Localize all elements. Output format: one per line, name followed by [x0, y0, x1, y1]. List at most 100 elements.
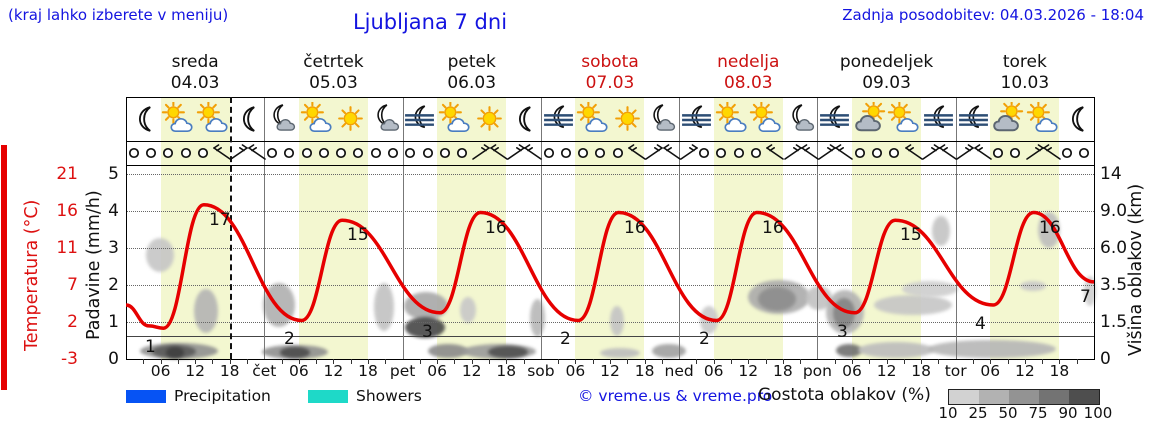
time-tick [212, 359, 214, 364]
time-tick [1024, 359, 1026, 364]
wind-calm-icon [1059, 144, 1079, 162]
cloud-density-blob [488, 346, 528, 358]
x-axis-hour-label: 18 [1049, 362, 1070, 380]
time-tick [627, 359, 629, 364]
daily-min-label: 2 [284, 329, 295, 349]
temperature-curve [126, 165, 1094, 359]
time-tick [903, 359, 905, 364]
day-header-name: sobota [581, 52, 639, 72]
cloud-density-blob [610, 306, 624, 336]
wind-barb-icon [506, 144, 526, 162]
day-separator [540, 97, 542, 359]
moon-graycloud-icon [645, 102, 678, 135]
density-scale-segment [949, 390, 979, 404]
cloud-density-blob [928, 340, 1056, 358]
cloud-height-tick-label: 9.0 [1100, 201, 1128, 221]
gridline-horizontal [126, 211, 1094, 212]
time-tick [852, 359, 853, 364]
precip-tick-label: 1 [108, 312, 119, 332]
time-tick [800, 359, 802, 364]
sun-icon [334, 102, 367, 135]
moon-icon [507, 102, 540, 135]
x-axis-hour-label: 12 [600, 362, 620, 380]
temperature-tick-label: 16 [56, 201, 78, 221]
wind-calm-icon [281, 144, 301, 162]
time-tick [765, 359, 767, 364]
x-axis-hour-label: 06 [150, 362, 171, 380]
day-separator [402, 97, 404, 359]
wind-calm-icon [454, 144, 474, 162]
wind-barb-icon [765, 144, 785, 162]
wind-calm-icon [696, 144, 716, 162]
wind-calm-icon [160, 144, 180, 162]
day-header-date: 08.03 [723, 73, 773, 93]
density-scale-segment [1039, 390, 1069, 404]
gridline-horizontal [126, 248, 1094, 249]
final-temp-label: 7 [1080, 287, 1091, 307]
x-axis-hour-label: 12 [461, 362, 482, 380]
wind-calm-icon [713, 144, 733, 162]
time-tick [316, 359, 318, 364]
daily-min-label: 1 [145, 337, 156, 357]
temperature-tick-label: 7 [67, 275, 78, 295]
wind-calm-icon [541, 144, 561, 162]
wind-barb-icon [1042, 144, 1062, 162]
wind-calm-icon [195, 144, 215, 162]
wind-calm-icon [748, 144, 768, 162]
daily-max-label: 15 [347, 225, 369, 245]
x-axis-hour-label: 12 [876, 362, 897, 380]
day-header-name: sreda [171, 52, 219, 72]
time-tick [558, 359, 560, 364]
copyright-link[interactable]: © vreme.us & vreme.pro [578, 387, 773, 405]
precipitation-legend-label: Precipitation [174, 387, 271, 405]
wind-calm-icon [1007, 144, 1027, 162]
wind-barb-icon [834, 144, 854, 162]
wind-barb-icon [783, 144, 803, 162]
gridline-horizontal [126, 322, 1094, 323]
gridline-horizontal [126, 285, 1094, 286]
x-axis-hour-label: 06 [980, 362, 1001, 380]
time-tick [195, 359, 197, 364]
wind-calm-icon [592, 144, 612, 162]
daily-min-label: 3 [837, 322, 848, 342]
wind-barb-icon [800, 144, 820, 162]
frame-border-horizontal [126, 165, 1094, 166]
day-header-date: 06.03 [447, 73, 497, 93]
cloud-density-blob [1038, 212, 1060, 248]
wind-barb-icon [247, 144, 267, 162]
x-axis-hour-label: 18 [911, 362, 931, 380]
cloud-height-axis-label: Višina oblakov (km) [1126, 183, 1146, 357]
day-header-date: 07.03 [585, 73, 635, 93]
precip-tick-label: 0 [108, 349, 119, 369]
fog-moon-icon [957, 102, 990, 135]
cloud-density-blob [194, 289, 218, 333]
wind-barb-icon [229, 144, 249, 162]
time-tick [350, 359, 352, 364]
density-scale-segment [979, 390, 1009, 404]
daily-min-label: 2 [699, 329, 710, 349]
temperature-tick-label: -3 [61, 349, 78, 369]
time-tick [973, 359, 974, 364]
time-tick [454, 359, 456, 364]
day-header-name: nedelja [717, 52, 780, 72]
day-header-name: petek [447, 52, 496, 72]
wind-barb-icon [523, 144, 543, 162]
day-header-date: 09.03 [862, 73, 911, 93]
time-tick [489, 359, 490, 364]
time-tick [1076, 359, 1078, 364]
time-tick [143, 359, 145, 364]
time-tick [834, 359, 836, 364]
location-hint: (kraj lahko izberete v meniju) [8, 6, 229, 24]
time-tick [437, 359, 439, 364]
day-separator [679, 97, 681, 359]
frame-border-vertical [1094, 97, 1095, 360]
density-scale-tick-label: 90 [1058, 404, 1078, 422]
day-separator [264, 97, 266, 359]
wind-barb-icon [904, 144, 924, 162]
time-tick [575, 359, 577, 364]
cloud-density-blob [652, 344, 686, 358]
wind-barb-icon [817, 144, 837, 162]
moon-icon [127, 102, 160, 135]
time-tick [177, 359, 179, 364]
daily-min-label: 4 [975, 314, 986, 334]
